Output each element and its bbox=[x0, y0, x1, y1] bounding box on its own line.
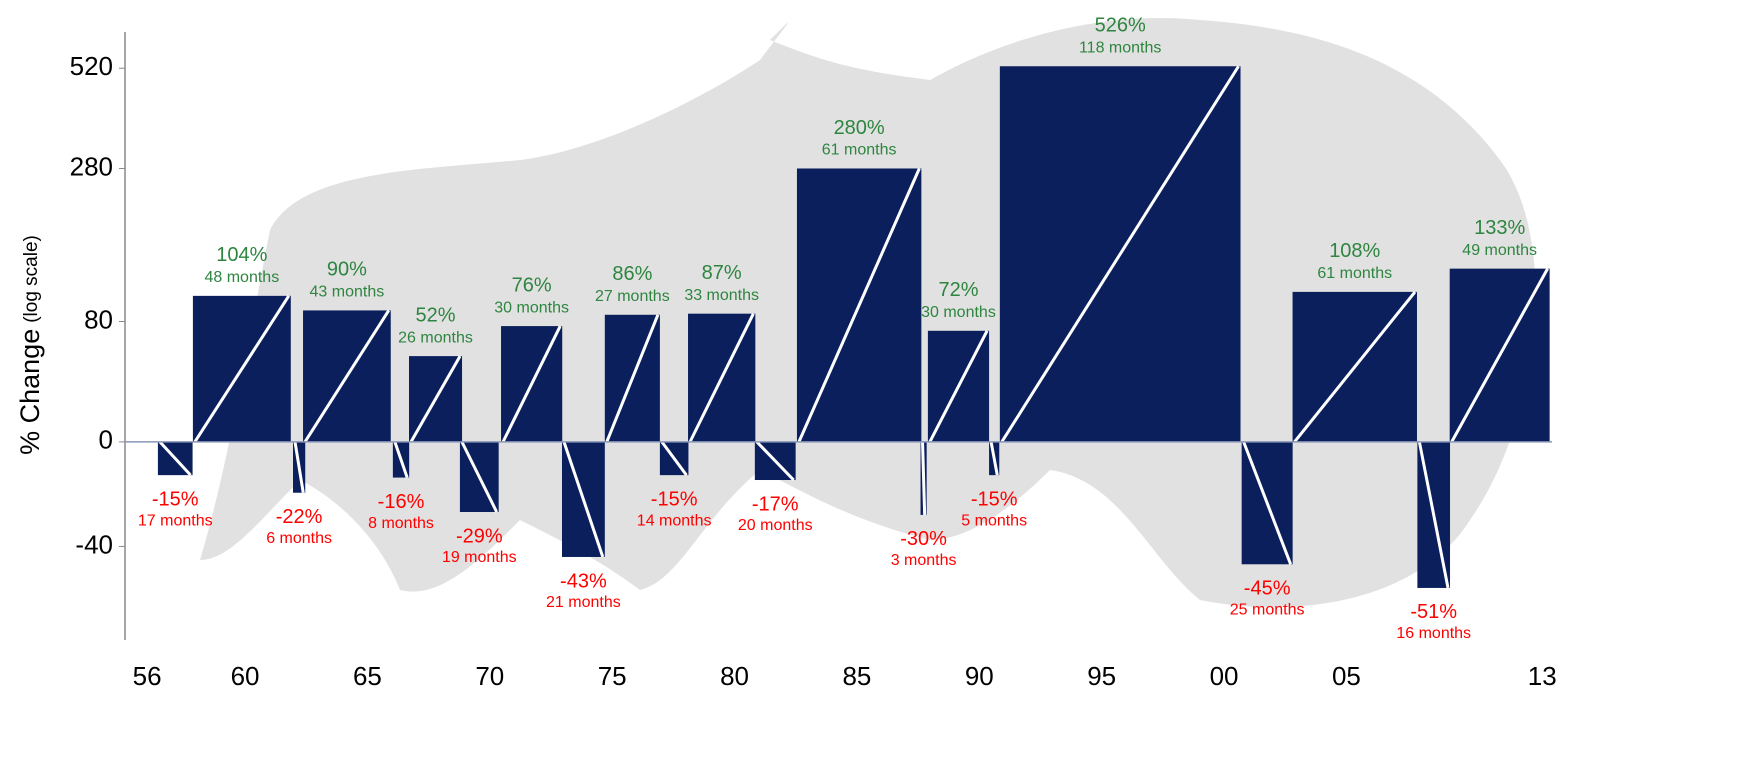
value-label: -22% bbox=[276, 506, 323, 528]
y-tick-label: 520 bbox=[70, 51, 113, 81]
value-label: -29% bbox=[456, 525, 503, 547]
change-line bbox=[1242, 441, 1293, 565]
change-line bbox=[688, 313, 755, 443]
x-tick-label: 00 bbox=[1210, 661, 1239, 691]
change-line bbox=[501, 325, 562, 443]
change-line bbox=[158, 440, 192, 477]
months-label: 14 months bbox=[637, 512, 712, 529]
months-label: 49 months bbox=[1462, 242, 1537, 259]
change-line bbox=[562, 441, 605, 558]
change-line bbox=[303, 309, 391, 443]
x-tick-label: 75 bbox=[598, 661, 627, 691]
change-line bbox=[1417, 441, 1450, 589]
x-tick-label: 90 bbox=[965, 661, 994, 691]
value-label: -15% bbox=[651, 488, 698, 510]
value-label: 104% bbox=[216, 244, 267, 266]
x-tick-label: 13 bbox=[1528, 661, 1557, 691]
change-line bbox=[928, 330, 989, 443]
change-line bbox=[1450, 267, 1549, 443]
months-label: 25 months bbox=[1230, 602, 1305, 619]
change-line bbox=[605, 314, 660, 443]
change-line bbox=[797, 167, 921, 443]
y-tick-label: 0 bbox=[99, 425, 113, 455]
value-label: 280% bbox=[834, 117, 885, 139]
value-label: 90% bbox=[327, 259, 367, 281]
months-label: 33 months bbox=[684, 287, 759, 304]
x-tick-label: 60 bbox=[231, 661, 260, 691]
value-label: 76% bbox=[512, 274, 552, 296]
change-line bbox=[755, 440, 795, 482]
months-label: 27 months bbox=[595, 288, 670, 305]
change-line bbox=[460, 441, 499, 513]
y-axis-label: % Change (log scale) bbox=[15, 235, 45, 455]
months-label: 30 months bbox=[494, 299, 569, 316]
value-label: 133% bbox=[1474, 217, 1525, 239]
change-line bbox=[293, 441, 305, 493]
months-label: 26 months bbox=[398, 329, 473, 346]
months-label: 30 months bbox=[921, 304, 996, 321]
x-tick-label: 05 bbox=[1332, 661, 1361, 691]
months-label: 5 months bbox=[961, 512, 1027, 529]
months-label: 3 months bbox=[891, 552, 957, 569]
value-label: 86% bbox=[612, 263, 652, 285]
y-label-note: (log scale) bbox=[21, 235, 42, 323]
value-label: -51% bbox=[1410, 601, 1457, 623]
value-label: -17% bbox=[752, 493, 799, 515]
y-tick-label: -40 bbox=[75, 529, 113, 559]
y-label: % Change bbox=[15, 329, 45, 455]
value-label: -15% bbox=[971, 488, 1018, 510]
value-label: 108% bbox=[1329, 240, 1380, 262]
value-label: -15% bbox=[152, 488, 199, 510]
months-label: 17 months bbox=[138, 512, 213, 529]
value-label: 87% bbox=[702, 262, 742, 284]
change-line bbox=[1293, 290, 1417, 443]
months-label: 6 months bbox=[266, 530, 332, 547]
change-line bbox=[660, 440, 688, 477]
x-tick-label: 65 bbox=[353, 661, 382, 691]
value-label: -43% bbox=[560, 570, 607, 592]
months-label: 8 months bbox=[368, 515, 434, 532]
change-line bbox=[409, 355, 462, 443]
y-tick-label: 80 bbox=[84, 304, 113, 334]
value-label: -16% bbox=[378, 491, 425, 513]
months-label: 61 months bbox=[822, 142, 897, 159]
change-line bbox=[393, 441, 409, 479]
change-line bbox=[989, 441, 999, 476]
change-line bbox=[1000, 65, 1240, 443]
months-label: 48 months bbox=[204, 269, 279, 286]
value-label: -30% bbox=[900, 528, 947, 550]
value-label: 526% bbox=[1095, 15, 1146, 37]
x-tick-label: 70 bbox=[475, 661, 504, 691]
months-label: 20 months bbox=[738, 517, 813, 534]
value-label: 52% bbox=[416, 304, 456, 326]
change-line bbox=[193, 295, 291, 443]
months-label: 19 months bbox=[442, 549, 517, 566]
months-label: 61 months bbox=[1317, 265, 1392, 282]
x-tick-label: 80 bbox=[720, 661, 749, 691]
months-label: 43 months bbox=[310, 284, 385, 301]
y-tick-label: 280 bbox=[70, 151, 113, 181]
x-tick-label: 56 bbox=[133, 661, 162, 691]
months-label: 16 months bbox=[1396, 625, 1471, 642]
months-label: 21 months bbox=[546, 594, 621, 611]
months-label: 118 months bbox=[1079, 39, 1161, 56]
value-label: 72% bbox=[938, 279, 978, 301]
x-tick-label: 85 bbox=[842, 661, 871, 691]
x-tick-label: 95 bbox=[1087, 661, 1116, 691]
value-label: -45% bbox=[1244, 578, 1291, 600]
change-line bbox=[921, 441, 927, 515]
